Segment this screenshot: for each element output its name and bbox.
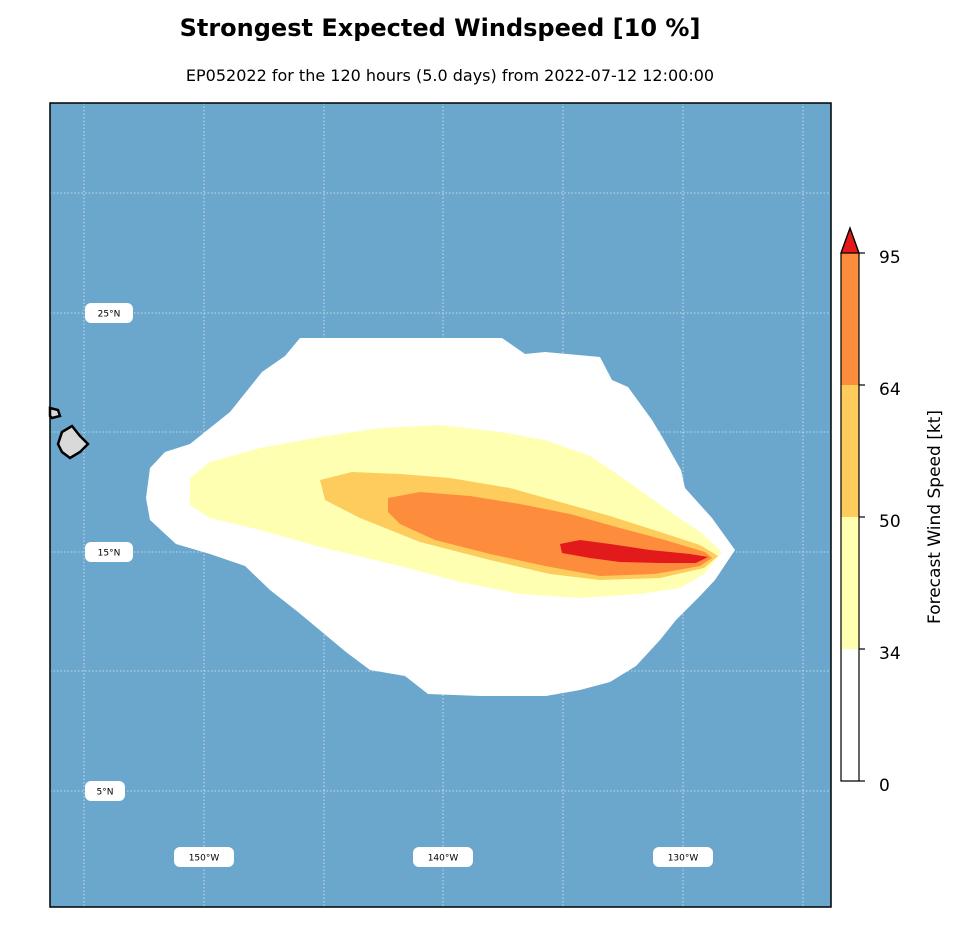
colorbar-band-64-95 — [841, 253, 859, 385]
lat-label-25n: 25°N — [85, 303, 133, 323]
colorbar-band-0-34 — [841, 649, 859, 781]
svg-text:25°N: 25°N — [98, 310, 121, 320]
lon-label-130w: 130°W — [653, 847, 713, 867]
colorbar-outline — [840, 226, 860, 782]
colorbar-band-50-64 — [841, 385, 859, 517]
colorbar-tick-label: 0 — [879, 776, 890, 796]
svg-text:15°N: 15°N — [98, 549, 121, 559]
lon-label-140w: 140°W — [413, 847, 473, 867]
colorbar-label: Forecast Wind Speed [kt] — [925, 410, 945, 624]
colorbar-band-34-50 — [841, 517, 859, 649]
chart-title: Strongest Expected Windspeed [10 %] — [179, 14, 701, 42]
swath-95plus-kt — [560, 540, 708, 563]
map-border — [49, 102, 832, 908]
colorbar-tick-label: 64 — [879, 380, 901, 400]
svg-text:150°W: 150°W — [189, 854, 220, 864]
lat-label-15n: 15°N — [85, 542, 133, 562]
gridlines — [50, 103, 831, 907]
island-maui — [48, 406, 62, 420]
colorbar-tick-label: 95 — [879, 248, 901, 268]
svg-text:140°W: 140°W — [428, 854, 459, 864]
island-big-island — [56, 424, 90, 460]
colorbar-tick-label: 50 — [879, 512, 901, 532]
svg-text:5°N: 5°N — [97, 788, 114, 798]
lon-label-150w: 150°W — [174, 847, 234, 867]
chart-subtitle: EP052022 for the 120 hours (5.0 days) fr… — [185, 66, 715, 85]
colorbar-tick-label: 34 — [879, 644, 901, 664]
colorbar: 0 34 50 64 95 Forecast Wind Speed [kt] — [840, 226, 945, 796]
colorbar-extend-arrow — [840, 226, 860, 254]
lat-label-5n: 5°N — [85, 781, 125, 801]
svg-text:130°W: 130°W — [668, 854, 699, 864]
